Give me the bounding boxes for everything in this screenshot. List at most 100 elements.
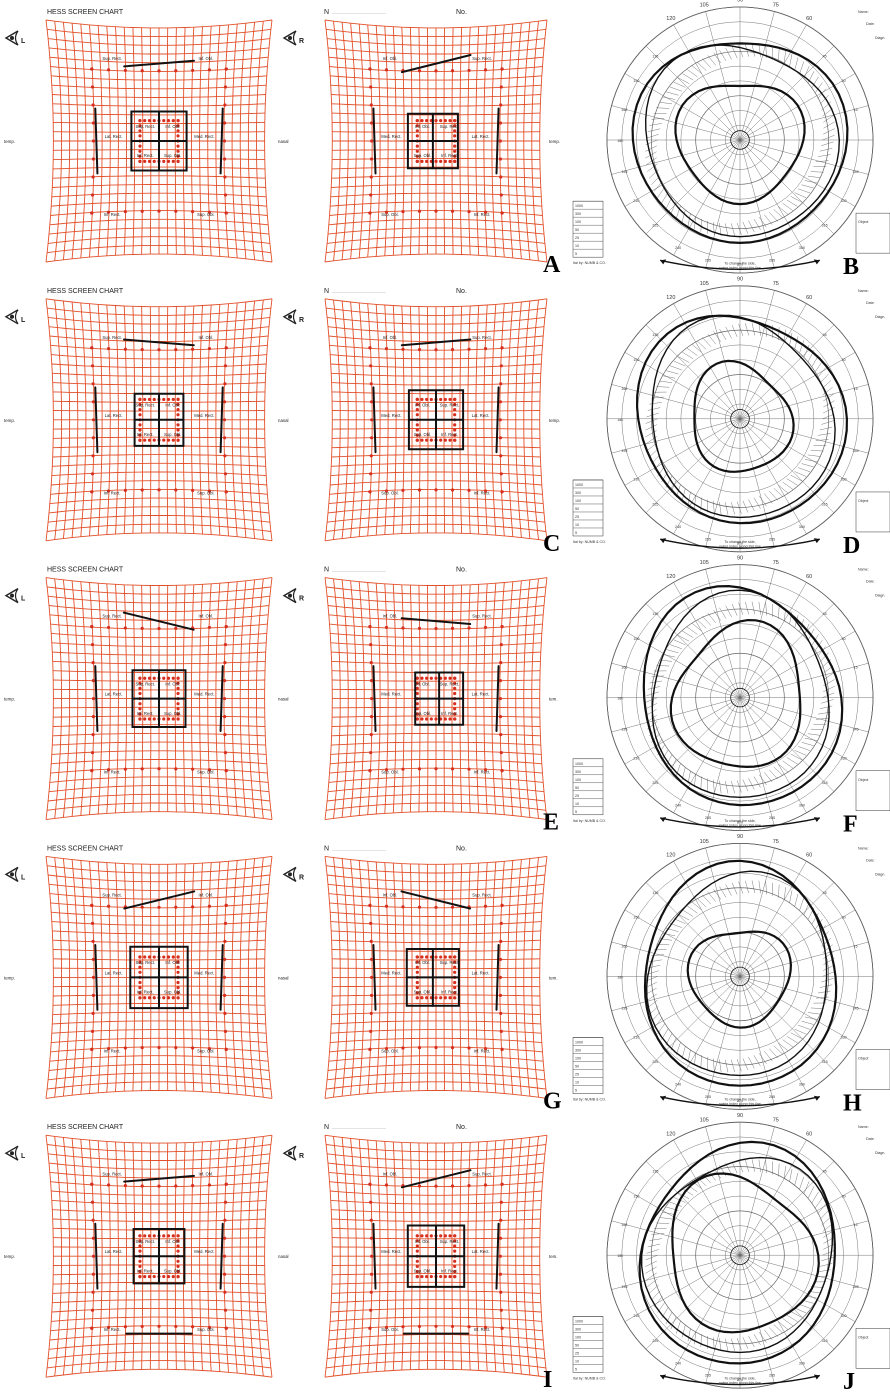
hess-reference-dot <box>166 717 171 721</box>
perimetry-hatch-line <box>817 990 831 994</box>
hess-reference-dot <box>222 975 227 980</box>
hess-reference-dot <box>171 397 175 402</box>
perimetry-hatch-line <box>738 881 744 894</box>
hess-grid-line <box>231 302 238 537</box>
hess-reference-dot <box>123 1184 127 1188</box>
degree-label: 165 <box>621 666 627 670</box>
perimetry-hatch-line <box>694 1052 697 1066</box>
object-table-head: Object <box>858 499 868 503</box>
perimetry-hatch-line <box>731 1338 735 1351</box>
degree-label: 210 <box>633 199 639 203</box>
hess-grid-line <box>332 706 540 709</box>
hess-reference-dot <box>499 643 503 647</box>
hess-grid-line <box>331 175 541 179</box>
hess-reference-dot <box>90 625 94 629</box>
hess-reference-dot <box>138 438 142 442</box>
perimetry-hatch-line <box>682 352 694 360</box>
hess-reference-dot <box>207 1325 212 1329</box>
perimetry-hatch-line <box>665 1312 672 1324</box>
hess-reference-dot <box>166 119 171 123</box>
hess-reference-dot <box>140 1046 144 1050</box>
degree-label: 150 <box>633 637 639 641</box>
hess-reference-dot <box>453 423 457 427</box>
hess-reference-dot <box>420 996 424 1000</box>
hess-grid-line <box>475 26 480 256</box>
perimetry-hatch-line <box>821 141 834 146</box>
perimetry-hatch-line <box>657 186 666 198</box>
perimetry-hatch-line <box>748 1335 755 1348</box>
perimetry-hatch-line <box>702 615 711 626</box>
perimetry-hatch-line <box>773 1045 784 1055</box>
perimetry-isopter <box>651 314 836 519</box>
hess-reference-dots <box>368 346 504 494</box>
hess-reference-dot <box>176 1239 180 1243</box>
hess-reference-dot <box>453 129 457 133</box>
muscle-label: Lat. Rect. <box>472 692 490 697</box>
hess-grid-line <box>330 480 542 486</box>
hess-reference-dot <box>138 986 142 990</box>
panel-letter: G <box>543 1088 562 1114</box>
degree-label: 15 <box>854 944 858 948</box>
hess-reference-dot <box>434 1045 438 1050</box>
hess-grid-line <box>47 802 271 811</box>
perimetry-hatch-line <box>649 123 663 126</box>
perimetry-meridian <box>739 582 807 698</box>
side-name: Name: <box>858 846 869 850</box>
perimetry-meridian <box>739 139 835 235</box>
hess-trace-line <box>495 665 500 733</box>
hess-reference-dot <box>174 1324 178 1329</box>
panel-e: HESS SCREEN CHART N......................… <box>4 567 559 836</box>
degree-label: 225 <box>652 1060 658 1064</box>
hess-reference-dot <box>91 418 96 422</box>
perimetry-hatch-line <box>647 128 661 132</box>
hess-reference-dot <box>222 418 227 422</box>
degree-label: 300 <box>799 1083 805 1087</box>
hess-grid-line <box>256 857 264 1098</box>
muscle-label: Sup. Rect. <box>135 681 155 686</box>
perimetry-hatch-line <box>810 171 824 173</box>
hess-grid-line <box>231 24 238 258</box>
hess-trace <box>94 338 224 454</box>
stimulus-table-value: 25 <box>575 1073 579 1077</box>
muscle-label: Inf. Rect. <box>441 153 458 158</box>
hess-reference-dot <box>138 423 142 427</box>
perimetry-hatch-line <box>803 344 810 357</box>
hess-reference-dot <box>176 986 180 990</box>
hess-reference-dot <box>500 768 504 773</box>
muscle-label: Sup. Rect. <box>440 681 460 686</box>
hess-reference-dot <box>162 996 166 1000</box>
hess-trace-square <box>133 392 185 447</box>
muscle-label: Inf. Rect. <box>104 491 121 496</box>
hess-reference-dot <box>499 175 503 179</box>
perimetry-hatch-line <box>681 210 686 223</box>
hess-reference-dot <box>91 175 95 179</box>
hess-reference-dot <box>176 154 180 158</box>
hess-trace-square <box>406 1224 466 1288</box>
hess-reference-dot <box>191 347 195 351</box>
perimetry-hatch-line <box>794 893 799 907</box>
perimetry-hatch-line <box>738 1160 744 1173</box>
hess-reference-dot <box>415 397 419 401</box>
perimetry-hatch-line <box>753 497 761 509</box>
hess-reference-dot <box>138 1239 142 1243</box>
hess-reference-dot <box>138 1249 142 1253</box>
perimetry-hatch-line <box>821 937 832 947</box>
perimetry-meridian <box>611 941 741 977</box>
hess-reference-dot <box>384 904 389 908</box>
perimetry-hatch-line <box>790 1311 803 1318</box>
perimetry-hatch-line <box>659 1217 673 1220</box>
perimetry-hatch-line <box>753 776 761 788</box>
hess-grid-line <box>467 27 471 255</box>
hess-grid-line <box>483 1141 488 1372</box>
hess-reference-dot <box>499 1218 503 1222</box>
hess-reference-dot <box>123 1325 127 1329</box>
hess-reference-dot <box>384 210 389 214</box>
hess-grid-line <box>324 1090 548 1099</box>
hess-grid-line <box>191 27 195 255</box>
hess-grid-line <box>324 811 548 821</box>
perimetry-hatch-line <box>773 1324 784 1334</box>
hess-reference-dot <box>384 625 389 630</box>
hess-grid-line <box>483 862 488 1093</box>
hess-reference-dot <box>499 1029 503 1033</box>
